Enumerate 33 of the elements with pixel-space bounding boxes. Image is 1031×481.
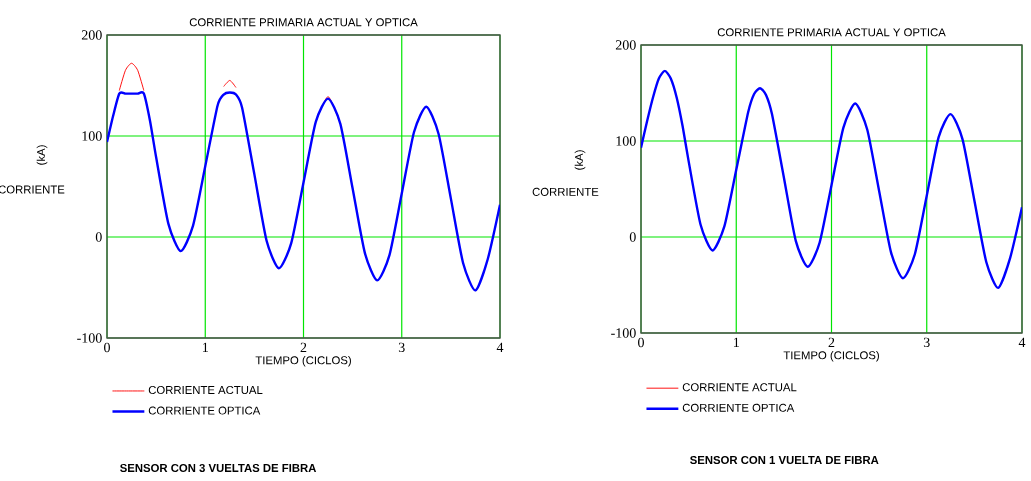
x-tick-label: 2	[300, 342, 307, 352]
line-series	[107, 91, 500, 292]
x-tick-label: 3	[398, 342, 405, 353]
y-tick-label: -100	[77, 333, 102, 343]
legend-label: CORRIENTE OPTICA	[148, 406, 261, 415]
x-axis-title: TIEMPO (CICLOS)	[783, 350, 879, 362]
chart-title: CORRIENTE PRIMARIA ACTUAL Y OPTICA	[717, 28, 946, 37]
text: (kA)	[36, 145, 48, 165]
y-axis-title: CORRIENTE	[532, 187, 599, 196]
y-tick-label: 100	[616, 136, 636, 146]
line-series	[641, 69, 1022, 290]
x-tick-label: 1	[202, 342, 208, 352]
y-tick-label: 100	[82, 131, 102, 141]
y-tick-label: 0	[95, 232, 102, 242]
x-axis-title: TIEMPO (CICLOS)	[255, 355, 351, 367]
legend-label: CORRIENTE ACTUAL	[682, 383, 797, 392]
chart-title: CORRIENTE PRIMARIA ACTUAL Y OPTICA	[189, 18, 418, 27]
y-tick-label: -100	[611, 328, 636, 338]
legend-label: CORRIENTE ACTUAL	[148, 386, 263, 395]
x-tick-label: 0	[104, 342, 110, 353]
text: SENSOR CON 1 VUELTA DE FIBRA	[690, 455, 879, 464]
x-tick-label: 3	[923, 337, 930, 348]
text: SENSOR CON 3 VUELTAS DE FIBRA	[120, 463, 317, 472]
x-tick-label: 0	[638, 337, 644, 348]
x-tick-label: 2	[828, 337, 835, 347]
x-tick-label: 1	[733, 337, 739, 347]
y-tick-label: 200	[81, 30, 102, 40]
y-tick-label: 0	[629, 232, 636, 242]
y-tick-label: 200	[615, 40, 636, 50]
x-tick-label: 4	[496, 342, 504, 352]
text: (kA)	[574, 150, 586, 170]
legend-label: CORRIENTE OPTICA	[682, 403, 795, 412]
x-tick-label: 4	[1018, 337, 1026, 347]
